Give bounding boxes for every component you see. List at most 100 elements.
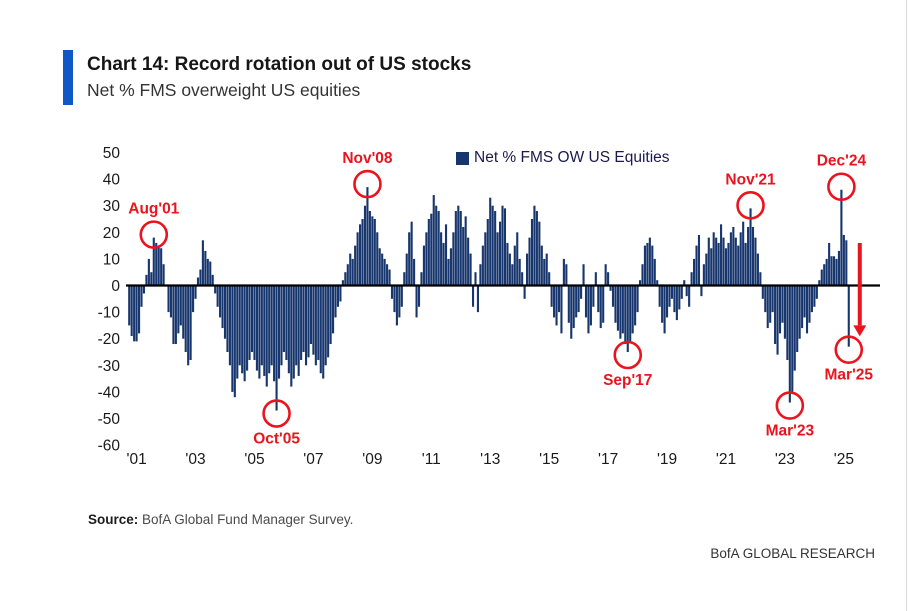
x-axis-tick-label: '19 (657, 451, 677, 468)
bar (314, 285, 317, 366)
bar (616, 285, 619, 331)
bar (302, 285, 305, 352)
bar (693, 258, 696, 286)
bar (732, 226, 735, 286)
bar (805, 285, 809, 334)
bar (319, 285, 322, 374)
y-axis-tick-label: 20 (103, 225, 121, 242)
bar (501, 205, 504, 286)
bar (177, 285, 180, 334)
bar (776, 285, 779, 355)
bar (327, 285, 330, 358)
source-label: Source: (88, 512, 139, 527)
bar (349, 253, 352, 286)
x-axis-tick-label: '17 (598, 451, 618, 468)
bar (334, 285, 337, 318)
bar (508, 253, 511, 286)
bar (788, 285, 791, 403)
x-axis-tick-label: '21 (716, 451, 736, 468)
annotation-circle (775, 391, 805, 420)
bar (754, 237, 757, 286)
bar (494, 211, 497, 286)
bar (695, 245, 698, 286)
bar (665, 285, 669, 318)
bar (361, 219, 364, 286)
bar (727, 242, 730, 286)
bar (427, 219, 430, 286)
bar (742, 221, 745, 286)
bar (518, 258, 521, 286)
x-axis-tick-label: '07 (303, 451, 323, 468)
bar (555, 285, 558, 326)
bar (580, 285, 583, 299)
bar (670, 285, 674, 299)
bar (661, 285, 664, 323)
bar (820, 269, 823, 286)
bar (511, 264, 514, 286)
bar (663, 285, 666, 334)
bar (813, 285, 816, 307)
bar (751, 226, 755, 286)
bar (786, 285, 789, 360)
bar (543, 258, 546, 286)
bar (737, 245, 740, 286)
bar (435, 205, 438, 286)
bar (729, 232, 732, 286)
title-block: Chart 14: Record rotation out of US stoc… (87, 50, 471, 105)
bar (744, 242, 747, 286)
bar (167, 285, 170, 313)
bar (496, 232, 499, 286)
bar (211, 274, 214, 286)
bar (545, 253, 548, 286)
bar (425, 232, 428, 286)
bar (329, 285, 332, 345)
x-axis-tick-label: '09 (362, 451, 382, 468)
y-axis-tick-label: -20 (98, 331, 121, 348)
bar (486, 219, 489, 286)
annotation-circle (353, 169, 382, 199)
bar (354, 245, 357, 286)
bar (408, 232, 411, 286)
bar (648, 237, 651, 286)
bar (221, 285, 224, 329)
bar (359, 224, 362, 286)
bar (142, 285, 146, 294)
bar (238, 285, 241, 366)
bar (722, 237, 725, 286)
y-axis-tick-label: -60 (98, 438, 121, 455)
bar (845, 240, 848, 286)
bar (688, 285, 691, 307)
bar (150, 272, 153, 286)
bar (464, 216, 467, 286)
bar (815, 285, 818, 299)
bar (137, 285, 141, 334)
annotation-label: Nov'08 (342, 150, 393, 167)
bar (577, 285, 580, 313)
bar (540, 245, 543, 286)
bar (565, 264, 568, 286)
y-axis-tick-label: 30 (103, 198, 121, 215)
bar (209, 261, 212, 286)
annotation-circle (736, 191, 765, 220)
bar (290, 285, 293, 387)
bar (715, 237, 718, 286)
bar (810, 285, 813, 313)
bar (324, 285, 327, 366)
bar (206, 258, 209, 286)
bar (371, 216, 374, 286)
header: Chart 14: Record rotation out of US stoc… (63, 50, 471, 105)
bar (818, 280, 821, 286)
annotation-circle (262, 399, 291, 428)
bar (432, 195, 435, 286)
bar (452, 232, 455, 286)
bar (506, 242, 509, 286)
right-edge-divider (906, 0, 907, 611)
x-axis-tick-label: '01 (126, 451, 146, 468)
bar (280, 285, 283, 366)
bar (145, 274, 148, 286)
bar (778, 285, 782, 334)
bar (390, 285, 394, 299)
bar (285, 285, 288, 360)
bar (341, 280, 344, 286)
